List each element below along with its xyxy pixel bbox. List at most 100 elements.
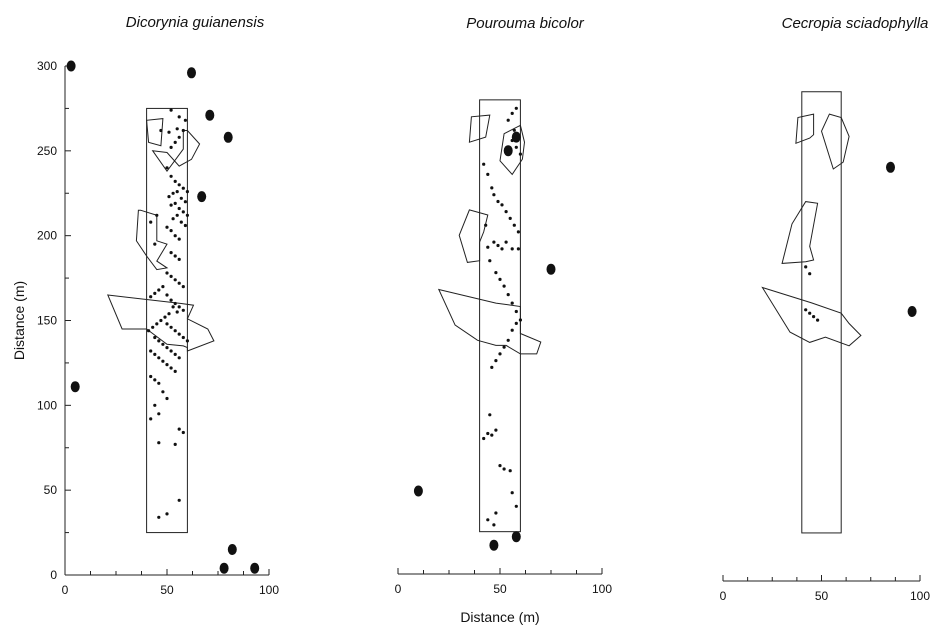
seedling-point — [514, 321, 518, 325]
seedling-point — [482, 162, 486, 166]
panel-title: Cecropia sciadophylla — [782, 15, 929, 32]
seedling-point — [155, 213, 159, 217]
seedling-point — [502, 345, 506, 349]
gap-polygon — [781, 201, 819, 264]
seedling-point — [165, 166, 169, 170]
seedling-point — [175, 190, 179, 194]
y-tick-label: 300 — [37, 59, 57, 73]
seedling-point — [177, 356, 181, 360]
seedling-point — [512, 223, 516, 227]
seedling-point — [504, 240, 508, 244]
seedling-point — [494, 271, 498, 275]
gap-polygon — [151, 130, 201, 173]
y-tick-label: 50 — [44, 483, 58, 497]
adult-tree-point — [219, 562, 229, 574]
seedling-point — [161, 390, 165, 394]
seedling-point — [173, 179, 177, 183]
seedling-point — [516, 230, 521, 234]
seedling-point — [492, 193, 496, 197]
seedling-point — [177, 135, 181, 139]
seedling-point — [492, 523, 496, 527]
seedling-point — [169, 349, 173, 353]
seedling-point — [494, 511, 498, 515]
seedling-point — [500, 203, 504, 207]
seedling-point — [165, 396, 169, 401]
seedling-point — [175, 310, 179, 314]
adult-tree-point — [70, 381, 80, 393]
seedling-point — [496, 199, 500, 204]
seedling-point — [185, 339, 189, 343]
seedling-point — [173, 254, 177, 258]
gap-polygon — [437, 288, 542, 355]
adult-tree-point — [250, 562, 260, 574]
seedling-point — [157, 339, 161, 343]
seedling-point — [161, 359, 165, 363]
adult-tree-point — [886, 161, 895, 173]
seedling-point — [490, 186, 494, 190]
seedling-point — [508, 469, 512, 473]
seedling-point — [157, 381, 161, 385]
seedling-point — [169, 274, 173, 278]
seedling-point — [516, 247, 521, 251]
adult-tree-point — [223, 131, 233, 143]
panel-pourouma-bicolor: Pourouma bicolor 0 50 100 Distance (m) — [395, 15, 613, 625]
x-axis-label: Distance (m) — [460, 609, 539, 625]
seedling-point — [490, 433, 494, 437]
seedling-point — [161, 342, 165, 346]
seedling-point — [816, 318, 820, 322]
seedling-point — [149, 417, 153, 421]
seedling-point — [482, 436, 486, 441]
x-tick-label: 0 — [62, 583, 69, 597]
seedling-point — [518, 152, 523, 156]
seedling-point — [151, 325, 155, 329]
seedling-point — [155, 322, 159, 326]
seedling-point — [177, 281, 181, 285]
seedling-point — [512, 128, 516, 132]
seedling-point — [165, 225, 169, 229]
seedling-point — [169, 174, 173, 178]
seedling-point — [169, 108, 173, 112]
seedling-point — [157, 412, 161, 416]
seedling-point — [169, 251, 173, 255]
seedling-point — [502, 284, 506, 288]
seedling-point — [147, 329, 151, 333]
seedling-point — [804, 308, 808, 312]
seedling-point — [157, 441, 161, 445]
seedling-point — [514, 145, 518, 149]
gap-polygon — [135, 209, 169, 271]
seedling-point — [169, 366, 173, 370]
seedling-point — [183, 223, 187, 228]
seedling-point — [185, 213, 189, 217]
seedling-point — [167, 195, 171, 199]
seedling-point — [159, 128, 163, 133]
seedling-point — [173, 234, 177, 238]
seedling-point — [181, 210, 185, 214]
seedling-point — [494, 359, 498, 363]
panel-title: Pourouma bicolor — [466, 15, 585, 32]
seedling-point — [510, 247, 514, 251]
seedling-point — [492, 240, 496, 244]
y-tick-label: 150 — [37, 314, 57, 328]
gap-polygon — [468, 114, 491, 143]
seedling-point — [518, 318, 523, 322]
seedling-point — [494, 428, 498, 432]
gap-polygon — [761, 286, 862, 347]
seedling-point — [149, 349, 153, 353]
seedling-point — [173, 201, 177, 205]
seedling-point — [177, 427, 181, 431]
seedling-point — [175, 127, 179, 131]
seedling-point — [177, 257, 181, 261]
seedling-point — [177, 183, 181, 187]
seedling-point — [165, 363, 169, 367]
seedling-point — [149, 374, 153, 379]
seedling-point — [500, 247, 504, 251]
adult-tree-point — [187, 67, 196, 79]
seedling-point — [153, 291, 157, 295]
seedling-point — [185, 190, 189, 194]
y-axis-label: Distance (m) — [11, 281, 27, 360]
seedling-point — [179, 220, 183, 224]
adult-tree-point — [413, 485, 423, 497]
seedling-point — [177, 115, 181, 119]
seedling-point — [149, 295, 153, 299]
seedling-point — [181, 186, 185, 190]
